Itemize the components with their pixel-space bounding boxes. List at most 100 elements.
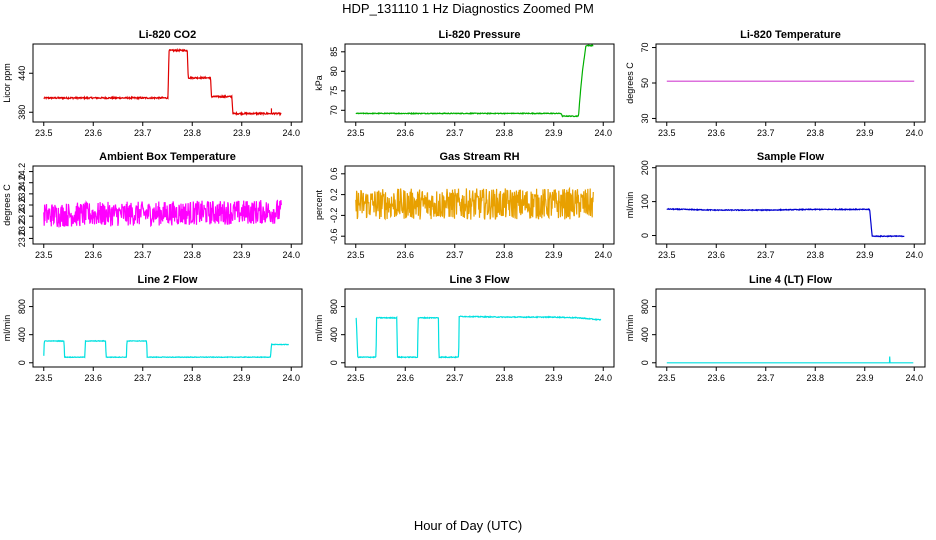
x-tick-label: 23.7 [134,128,152,138]
y-tick-label: 70 [329,105,339,115]
x-tick-label: 23.6 [396,250,414,260]
data-series-line [355,315,602,359]
data-series-line [666,356,914,364]
x-tick-label: 23.7 [446,373,464,383]
x-tick-label: 23.6 [707,128,725,138]
x-axis-label: Hour of Day (UTC) [413,518,523,533]
y-tick-label: -0.6 [329,228,339,244]
x-tick-label: 23.9 [856,128,874,138]
x-tick-label: 24.0 [282,128,300,138]
data-series-line [355,186,594,221]
plot-frame [32,165,303,245]
x-tick-label: 23.9 [545,373,563,383]
y-tick-label: 800 [17,299,27,314]
y-tick-label: 23.2 [17,219,27,237]
data-series-line [666,207,905,238]
x-tick-label: 24.0 [905,128,923,138]
x-tick-label: 24.0 [594,128,612,138]
data-series-line [43,199,282,228]
x-tick-label: 23.8 [806,250,824,260]
chart-panel: Ambient Box Temperature degrees C 23.5 23.6… [2,151,303,260]
x-tick-label: 23.9 [233,250,251,260]
plot-frame [32,43,303,123]
plot-frame [655,288,926,368]
y-tick-label: 200 [640,160,650,175]
y-tick-label: 50 [640,78,650,88]
x-tick-label: 23.5 [35,373,53,383]
x-tick-label: 23.8 [495,373,513,383]
y-axis-label: percent [314,189,324,220]
y-tick-label: 0 [329,360,339,365]
y-axis-label: ml/min [625,315,635,342]
x-tick-label: 23.6 [84,128,102,138]
chart-panel: Sample Flow ml/min 23.5 23.6 23.7 23.8 23.9 24.… [625,151,926,260]
x-tick-label: 23.8 [183,373,201,383]
y-tick-label: 80 [329,66,339,76]
y-axis-label: degrees C [625,62,635,104]
x-tick-label: 23.5 [347,250,365,260]
x-tick-label: 24.0 [282,250,300,260]
panel-title: Line 3 Flow [450,274,510,286]
y-tick-label: 85 [329,47,339,57]
data-series-line [43,339,289,359]
x-tick-label: 23.5 [35,250,53,260]
chart-panel: Gas Stream RH percent 23.5 23.6 23.7 23.8 23.9… [314,151,615,260]
x-tick-label: 24.0 [594,373,612,383]
x-tick-label: 23.5 [347,128,365,138]
x-tick-label: 23.7 [757,128,775,138]
x-tick-label: 23.6 [84,373,102,383]
x-tick-label: 23.8 [806,373,824,383]
x-tick-label: 23.9 [233,128,251,138]
plot-frame [655,165,926,245]
panel-title: Gas Stream RH [439,151,519,163]
y-tick-label: 0 [640,233,650,238]
y-tick-label: 24.2 [17,163,27,181]
chart-panel: Line 3 Flow ml/min 23.5 23.6 23.7 23.8 23.9 24.… [314,274,615,383]
y-axis-label: Licor ppm [2,63,12,103]
data-series-line [43,47,282,117]
plot-frame [344,165,615,245]
x-tick-label: 23.5 [347,373,365,383]
y-tick-label: 30 [640,113,650,123]
panel-title: Line 4 (LT) Flow [749,274,832,286]
x-tick-label: 23.7 [757,250,775,260]
chart-panel: Li-820 CO2 Licor ppm 23.5 23.6 23.7 23.8 23.9 2… [2,29,303,138]
panel-title: Li-820 CO2 [139,29,196,41]
x-tick-label: 23.8 [495,128,513,138]
panel-title: Line 2 Flow [138,274,198,286]
y-tick-label: 70 [640,43,650,53]
chart-panel: Li-820 Temperature degrees C 23.5 23.6 23.7 2… [625,29,926,138]
x-tick-label: 23.7 [446,250,464,260]
y-tick-label: 23.6 [17,196,27,214]
y-tick-label: 24.0 [17,174,27,192]
x-tick-label: 23.8 [183,250,201,260]
panel-title: Li-820 Pressure [439,29,521,41]
y-tick-label: 0.6 [329,168,339,181]
x-tick-label: 23.5 [658,128,676,138]
y-tick-label: 100 [640,194,650,209]
y-axis-label: kPa [314,75,324,91]
panel-title: Sample Flow [757,151,825,163]
x-tick-label: 24.0 [905,373,923,383]
x-tick-label: 23.5 [658,250,676,260]
y-tick-label: 800 [329,299,339,314]
x-tick-label: 23.5 [658,373,676,383]
x-tick-label: 23.9 [856,373,874,383]
x-tick-label: 24.0 [282,373,300,383]
x-tick-label: 23.7 [757,373,775,383]
page-title: HDP_131110 1 Hz Diagnostics Zoomed PM [342,1,594,16]
y-axis-label: degrees C [2,184,12,226]
x-tick-label: 23.8 [183,128,201,138]
y-tick-label: 440 [17,66,27,81]
plot-frame [655,43,926,123]
x-tick-label: 23.6 [396,373,414,383]
y-tick-label: 23.4 [17,207,27,225]
y-tick-label: 400 [17,327,27,342]
x-tick-label: 23.9 [545,128,563,138]
x-tick-label: 23.7 [134,373,152,383]
y-tick-label: 0.2 [329,188,339,201]
panel-title: Li-820 Temperature [740,29,841,41]
x-tick-label: 23.9 [233,373,251,383]
data-series-line [355,44,594,118]
